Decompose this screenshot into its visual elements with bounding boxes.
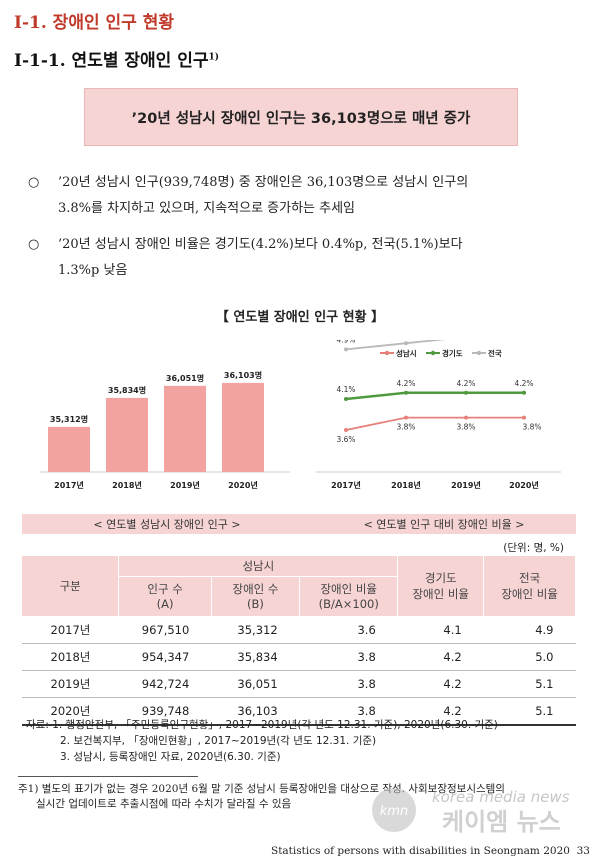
caption-left: < 연도별 성남시 장애인 인구 >	[22, 514, 312, 534]
legend-marker	[384, 350, 390, 356]
subsection-heading: I-1-1. 연도별 장애인 인구1)	[14, 51, 220, 71]
header-national: 전국 장애인 비율	[483, 556, 576, 617]
population-table: 구분 성남시 경기도 장애인 비율 전국 장애인 비율 인구 수 (A) 장애인 수(…	[22, 556, 576, 726]
x-tick-label: 2019년	[451, 480, 481, 490]
header-gyeonggi: 경기도 장애인 비율	[397, 556, 485, 617]
data-point	[522, 390, 526, 395]
data-point	[464, 390, 468, 395]
legend-marker	[430, 350, 436, 356]
x-tick-label: 2017년	[54, 480, 84, 490]
data-label: 4.2%	[396, 379, 415, 388]
bar	[48, 426, 90, 472]
summary-banner: ’20년 성남시 장애인 인구는 36,103명으로 매년 증가	[84, 88, 518, 146]
bar-chart-population: 35,312명 2017년 35,834명 2018년 36,051명 2019년 36,1…	[40, 370, 290, 490]
data-point	[522, 415, 526, 420]
legend-marker	[476, 350, 482, 356]
data-point	[344, 347, 348, 352]
charts-section-title: 【 연도별 장애인 인구 현황 】	[215, 310, 385, 325]
page-footer: Statistics of persons with disabilities …	[271, 845, 590, 857]
data-label: 4.1%	[336, 385, 355, 394]
table-row: 2017년 967,510 35,312 3.6 4.1 4.9	[22, 616, 576, 644]
unit-label: (단위: 명, %)	[503, 542, 564, 554]
data-label: 3.8%	[522, 423, 541, 432]
source-line-3: 3. 성남시, 등록장애인 자료, 2020년(6.30. 기준)	[60, 751, 281, 763]
data-point	[404, 415, 408, 420]
legend-label: 전국	[488, 348, 502, 358]
bar-value-label: 36,051명	[166, 373, 204, 383]
bar-value-label: 36,103명	[224, 370, 262, 380]
line-chart-ratio: 2017년 2018년 2019년 2020년 성남시 경기도 전국 3.6% 3.8% 3.8%…	[316, 340, 561, 490]
bar	[164, 385, 206, 472]
data-label: 3.8%	[456, 423, 475, 432]
bullet-marker: ○	[28, 237, 40, 252]
legend-label: 성남시	[396, 348, 417, 358]
bar	[106, 397, 148, 472]
x-tick-label: 2020년	[228, 480, 258, 490]
caption-right: < 연도별 인구 대비 장애인 비율 >	[312, 514, 576, 534]
series-line	[345, 391, 524, 401]
table-row: 2018년 954,347 35,834 3.8 4.2 5.0	[22, 643, 576, 671]
header-gubun: 구분	[22, 556, 120, 617]
bullet-paragraph-2: ○ ’20년 성남시 장애인 비율은 경기도(4.2%)보다 0.4%p, 전국(…	[28, 232, 578, 284]
x-tick-label: 2017년	[331, 480, 361, 490]
header-population: 인구 수 (A)	[118, 576, 212, 617]
data-point	[464, 415, 468, 420]
source-line-2: 2. 보건복지부, 「장애인현황」, 2017~2019년(각 년도 12.31…	[60, 735, 377, 747]
data-point	[344, 397, 348, 401]
data-point	[404, 390, 408, 395]
table-row: 2020년 939,748 36,103 3.8 4.2 5.1	[22, 697, 576, 726]
header-disabled: 장애인 수 (B)	[211, 576, 301, 617]
x-tick-label: 2019년	[170, 480, 200, 490]
page-number: 33	[576, 845, 590, 857]
data-point	[404, 341, 408, 346]
svg-text:kmn: kmn	[380, 804, 408, 819]
table-row: 2019년 942,724 36,051 3.8 4.2 5.1	[22, 670, 576, 698]
bar-value-label: 35,312명	[50, 414, 88, 424]
data-label: 3.6%	[336, 435, 355, 444]
data-label: 4.2%	[456, 379, 475, 388]
data-label: 4.9%	[336, 340, 355, 344]
source-line-1: 자료: 1. 행정안전부, 「주민등록인구현황」, 2017~2019년(각 년…	[26, 719, 498, 731]
header-ratio: 장애인 비율 (B/A×100)	[299, 576, 399, 617]
data-label: 3.8%	[396, 423, 415, 432]
x-tick-label: 2018년	[391, 480, 421, 490]
series-line	[345, 416, 524, 431]
header-seongnam: 성남시	[118, 556, 399, 577]
data-point	[344, 428, 348, 432]
svg-text:korea media news: korea media news	[432, 788, 570, 806]
data-label: 4.2%	[514, 379, 533, 388]
watermark-logo: kmn korea media news 케이엠 뉴스	[372, 788, 570, 836]
bullet-paragraph-1: ○ ’20년 성남시 인구(939,748명) 중 장애인은 36,103명으로 …	[28, 170, 578, 222]
section-heading: I-1. 장애인 인구 현황	[14, 13, 174, 33]
footnote-divider	[18, 776, 198, 777]
bullet-marker: ○	[28, 175, 40, 190]
bar	[222, 382, 264, 472]
x-tick-label: 2020년	[509, 480, 539, 490]
x-tick-label: 2018년	[112, 480, 142, 490]
series-line	[345, 340, 446, 351]
bar-value-label: 35,834명	[108, 385, 146, 395]
svg-text:케이엠 뉴스: 케이엠 뉴스	[442, 808, 561, 836]
legend-label: 경기도	[442, 348, 463, 358]
